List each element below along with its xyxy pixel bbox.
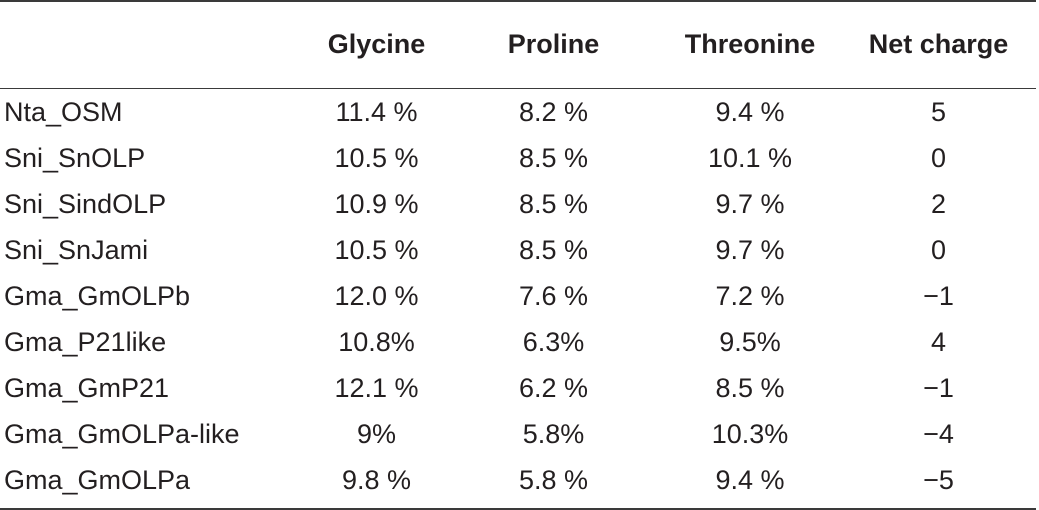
row-glycine: 12.0 % — [334, 281, 419, 311]
row-threonine: 9.7 % — [715, 235, 785, 265]
row-name: Nta_OSM — [4, 97, 123, 127]
table-bottom-rule — [0, 508, 1036, 510]
table-row: Gma_GmP21 12.1 % 6.2 % 8.5 % −1 — [0, 365, 1036, 411]
row-glycine: 10.8% — [338, 327, 415, 357]
row-net-charge: 0 — [930, 235, 947, 265]
header-cell-threonine: Threonine — [684, 29, 816, 59]
row-proline: 6.2 % — [518, 373, 589, 403]
row-glycine: 11.4 % — [335, 97, 418, 127]
row-threonine: 9.4 % — [715, 97, 785, 127]
row-name: Gma_GmOLPb — [4, 281, 191, 311]
row-proline: 6.3% — [522, 327, 585, 357]
row-net-charge: 0 — [930, 143, 947, 173]
row-name: Gma_P21like — [4, 327, 167, 357]
header-cell-proline: Proline — [507, 29, 600, 59]
table-header-rule — [0, 88, 1036, 89]
row-name: Sni_SnJami — [4, 235, 149, 265]
row-threonine: 9.5% — [719, 327, 781, 357]
row-proline: 8.5 % — [518, 143, 589, 173]
row-net-charge: −1 — [923, 281, 954, 311]
table-row: Sni_SnJami 10.5 % 8.5 % 9.7 % 0 — [0, 227, 1036, 273]
row-net-charge: 2 — [930, 189, 947, 219]
row-threonine: 10.1 % — [707, 143, 793, 173]
table-top-rule — [0, 0, 1036, 2]
row-glycine: 9.8 % — [341, 465, 412, 495]
row-proline: 8.5 % — [518, 189, 589, 219]
table-row: Gma_P21like 10.8% 6.3% 9.5% 4 — [0, 319, 1036, 365]
row-name: Sni_SindOLP — [4, 189, 167, 219]
row-proline: 8.5 % — [518, 235, 589, 265]
row-net-charge: −5 — [923, 465, 954, 495]
row-name: Gma_GmOLPa — [4, 465, 191, 495]
row-glycine: 10.9 % — [334, 189, 419, 219]
row-proline: 5.8 % — [518, 465, 589, 495]
row-name: Sni_SnOLP — [4, 143, 146, 173]
row-threonine: 10.3% — [711, 419, 789, 449]
row-proline: 5.8% — [522, 419, 585, 449]
row-threonine: 9.4 % — [715, 465, 785, 495]
table-row: Sni_SnOLP 10.5 % 8.5 % 10.1 % 0 — [0, 135, 1036, 181]
row-proline: 8.2 % — [518, 97, 589, 127]
row-name: Gma_GmOLPa-like — [4, 419, 240, 449]
table-row: Gma_GmOLPb 12.0 % 7.6 % 7.2 % −1 — [0, 273, 1036, 319]
row-threonine: 8.5 % — [715, 373, 785, 403]
table-row: Gma_GmOLPa 9.8 % 5.8 % 9.4 % −5 — [0, 457, 1036, 503]
table-row: Gma_GmOLPa-like 9% 5.8% 10.3% −4 — [0, 411, 1036, 457]
table-row: Sni_SindOLP 10.9 % 8.5 % 9.7 % 2 — [0, 181, 1036, 227]
row-net-charge: −1 — [923, 373, 954, 403]
row-glycine: 10.5 % — [334, 235, 419, 265]
row-glycine: 9% — [356, 419, 397, 449]
row-net-charge: 4 — [930, 327, 947, 357]
row-net-charge: 5 — [930, 97, 947, 127]
row-threonine: 7.2 % — [715, 281, 785, 311]
header-cell-glycine: Glycine — [327, 29, 426, 59]
table-row: Nta_OSM 11.4 % 8.2 % 9.4 % 5 — [0, 89, 1036, 135]
table-header-row: Glycine Proline Threonine Net charge — [0, 0, 1036, 88]
row-glycine: 12.1 % — [334, 373, 419, 403]
row-proline: 7.6 % — [518, 281, 589, 311]
header-cell-net-charge: Net charge — [868, 29, 1009, 59]
row-glycine: 10.5 % — [334, 143, 419, 173]
row-net-charge: −4 — [923, 419, 954, 449]
row-name: Gma_GmP21 — [4, 373, 170, 403]
row-threonine: 9.7 % — [715, 189, 785, 219]
